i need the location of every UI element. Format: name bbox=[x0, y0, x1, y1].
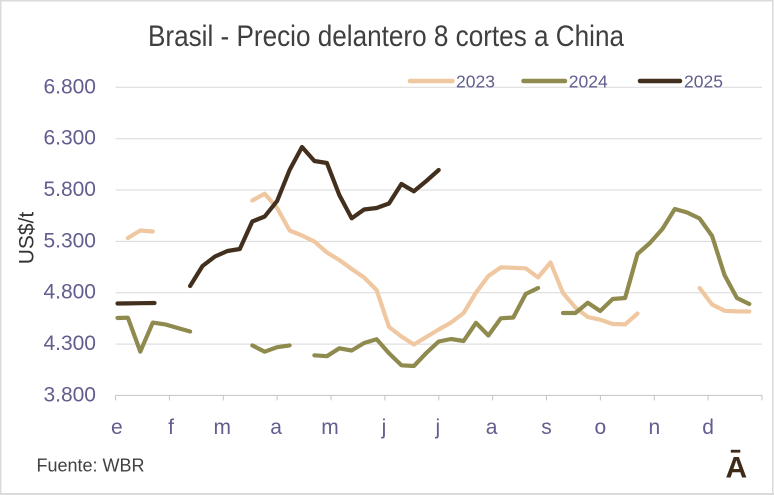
svg-text:f: f bbox=[168, 416, 174, 439]
svg-text:6.800: 6.800 bbox=[43, 75, 96, 98]
svg-text:m: m bbox=[214, 416, 232, 439]
svg-text:2025: 2025 bbox=[684, 71, 723, 91]
svg-text:Brasil - Precio delantero 8 co: Brasil - Precio delantero 8 cortes a Chi… bbox=[148, 20, 624, 53]
svg-text:5.300: 5.300 bbox=[43, 229, 96, 252]
svg-text:US$/t: US$/t bbox=[15, 212, 38, 265]
svg-text:4.800: 4.800 bbox=[43, 281, 96, 304]
svg-text:a: a bbox=[486, 416, 498, 439]
svg-text:A: A bbox=[726, 452, 748, 485]
svg-text:e: e bbox=[111, 416, 123, 439]
svg-text:d: d bbox=[702, 416, 714, 439]
svg-text:5.800: 5.800 bbox=[43, 178, 96, 201]
svg-text:2024: 2024 bbox=[569, 71, 608, 91]
svg-text:n: n bbox=[648, 416, 660, 439]
svg-text:3.800: 3.800 bbox=[43, 383, 96, 406]
svg-text:o: o bbox=[595, 416, 607, 439]
svg-text:a: a bbox=[270, 416, 282, 439]
svg-text:j: j bbox=[434, 416, 440, 439]
svg-text:m: m bbox=[321, 416, 339, 439]
svg-text:j: j bbox=[381, 416, 387, 439]
svg-text:Fuente: WBR: Fuente: WBR bbox=[37, 456, 145, 476]
svg-text:s: s bbox=[541, 416, 552, 439]
svg-text:2023: 2023 bbox=[456, 71, 495, 91]
svg-text:6.300: 6.300 bbox=[43, 127, 96, 150]
svg-text:4.300: 4.300 bbox=[43, 332, 96, 355]
